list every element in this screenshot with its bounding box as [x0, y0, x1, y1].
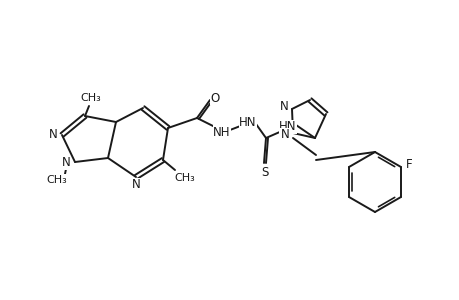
Text: O: O [210, 92, 219, 104]
Text: N: N [280, 128, 289, 142]
Text: N: N [49, 128, 57, 142]
Text: HN: HN [239, 116, 256, 128]
Text: N: N [131, 178, 140, 191]
Text: N: N [279, 100, 288, 113]
Text: F: F [405, 158, 411, 172]
Text: HN: HN [279, 121, 296, 134]
Text: S: S [261, 167, 268, 179]
Text: CH₃: CH₃ [174, 173, 195, 183]
Text: CH₃: CH₃ [46, 175, 67, 185]
Text: CH₃: CH₃ [80, 93, 101, 103]
Text: NH: NH [213, 125, 230, 139]
Text: N: N [62, 157, 70, 169]
